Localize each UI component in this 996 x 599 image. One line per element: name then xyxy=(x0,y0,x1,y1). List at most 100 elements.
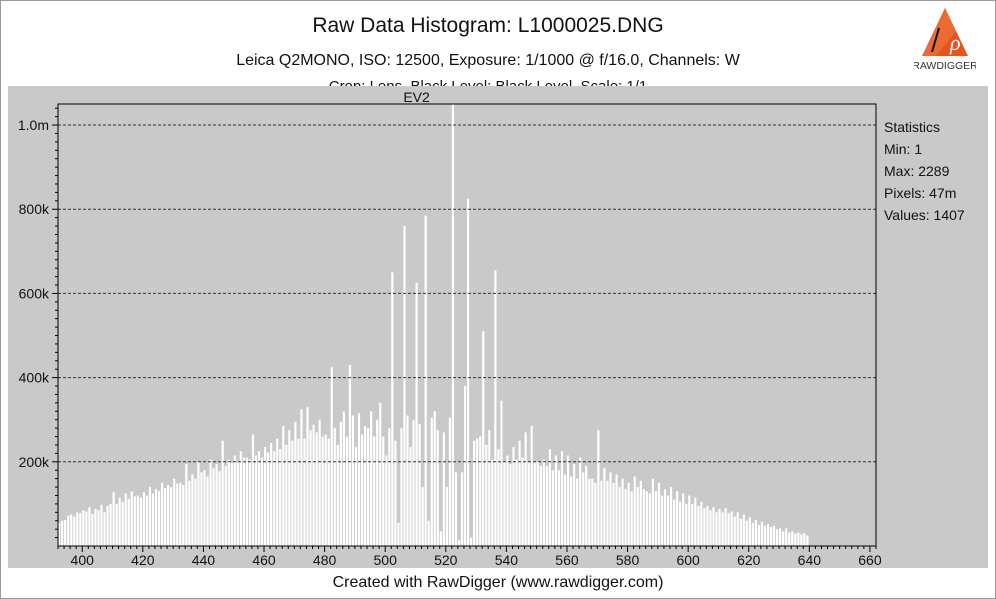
histogram-bar xyxy=(715,512,718,546)
histogram-bar xyxy=(669,487,673,546)
histogram-bar xyxy=(654,491,658,546)
histogram-bar xyxy=(769,527,773,546)
histogram-bar xyxy=(800,534,803,546)
histogram-bar xyxy=(739,518,742,546)
histogram-bar xyxy=(436,430,439,546)
x-tick-label: 520 xyxy=(434,552,458,568)
histogram-bar xyxy=(321,436,324,546)
histogram-bar xyxy=(124,493,127,546)
histogram-bar xyxy=(106,506,109,546)
histogram-bar xyxy=(203,470,206,546)
histogram-bar xyxy=(603,468,606,546)
histogram-bar xyxy=(388,428,391,546)
histogram-bar xyxy=(376,419,379,546)
histogram-bar xyxy=(127,498,130,546)
histogram-bar xyxy=(606,480,609,546)
histogram-bar xyxy=(579,457,582,546)
x-tick-label: 660 xyxy=(858,552,882,568)
histogram-bar xyxy=(100,504,103,546)
histogram-bar xyxy=(470,537,473,546)
histogram-bar xyxy=(467,198,470,546)
y-tick-label: 600k xyxy=(19,285,50,301)
histogram-bar xyxy=(254,455,258,546)
histogram-bar xyxy=(651,478,654,546)
x-tick-label: 640 xyxy=(798,552,822,568)
histogram-bar xyxy=(624,489,627,546)
histogram-bar xyxy=(612,482,615,546)
histogram-bar xyxy=(373,436,376,546)
histogram-bar xyxy=(336,444,339,546)
ev-marker-label: EV2 xyxy=(403,89,430,105)
histogram-bar xyxy=(157,491,161,546)
histogram-bar xyxy=(724,508,727,546)
histogram-bar xyxy=(273,451,276,546)
histogram-bar xyxy=(721,512,724,546)
histogram-bar xyxy=(621,478,624,546)
histogram-bar xyxy=(218,471,221,546)
histogram-bar xyxy=(161,482,164,546)
histogram-bar xyxy=(227,459,230,546)
histogram-bar xyxy=(451,104,455,546)
x-tick-label: 580 xyxy=(616,552,640,568)
histogram-bar xyxy=(67,515,70,546)
chart-subtitle: Leica Q2MONO, ISO: 12500, Exposure: 1/10… xyxy=(236,52,740,69)
histogram-bar xyxy=(209,459,212,546)
histogram-bar xyxy=(685,503,688,546)
histogram-bar xyxy=(445,487,448,546)
histogram-bar xyxy=(694,497,697,546)
histogram-bar xyxy=(303,438,306,546)
histogram-bar xyxy=(460,472,464,546)
histogram-bar xyxy=(679,501,682,546)
chart-subtitle-secondary: Crop: Lens, Black Level: Black Level, Sc… xyxy=(0,80,976,88)
statistics-heading: Statistics xyxy=(884,119,941,135)
histogram-bar xyxy=(370,411,373,546)
histogram-bar xyxy=(660,495,664,546)
histogram-bar xyxy=(642,489,645,546)
histogram-bar xyxy=(594,482,597,546)
histogram-bar xyxy=(776,529,779,546)
histogram-bar xyxy=(136,495,139,546)
histogram-bar xyxy=(673,499,676,546)
histogram-bar xyxy=(639,480,642,546)
x-tick-label: 500 xyxy=(374,552,398,568)
histogram-bar xyxy=(597,430,600,546)
histogram-bar xyxy=(64,519,67,546)
histogram-bar xyxy=(500,400,503,546)
histogram-bar xyxy=(779,528,782,546)
histogram-bar xyxy=(121,501,124,546)
histogram-bar xyxy=(539,466,542,546)
y-tick-label: 1.0m xyxy=(18,117,49,133)
histogram-bar xyxy=(230,462,233,546)
histogram-bar xyxy=(760,521,764,546)
histogram-bar xyxy=(488,430,491,546)
x-tick-label: 600 xyxy=(676,552,700,568)
histogram-bar xyxy=(233,455,236,546)
histogram-bar xyxy=(391,272,394,546)
histogram-bar xyxy=(554,455,558,546)
histogram-bar xyxy=(473,440,476,546)
histogram-bar xyxy=(424,215,427,547)
x-tick-label: 560 xyxy=(555,552,579,568)
histogram-bar xyxy=(709,510,712,546)
histogram-bar xyxy=(573,463,576,546)
histogram-bar xyxy=(688,495,691,546)
histogram-bar xyxy=(676,491,679,546)
histogram-bar xyxy=(70,514,73,546)
histogram-bar xyxy=(730,511,733,546)
histogram-bar xyxy=(318,419,321,546)
chart-subtitle-secondary-text: Crop: Lens, Black Level: Black Level, Sc… xyxy=(329,80,648,88)
histogram-bar xyxy=(791,531,794,546)
x-tick-label: 540 xyxy=(495,552,519,568)
histogram-bar xyxy=(330,367,333,546)
histogram-bar xyxy=(148,487,152,546)
histogram-bar xyxy=(427,520,430,546)
histogram-bar xyxy=(324,434,327,546)
histogram-bar xyxy=(276,438,279,546)
histogram-bar xyxy=(260,457,264,546)
histogram-bar xyxy=(173,478,176,546)
histogram-bar xyxy=(164,487,167,546)
histogram-bar xyxy=(433,411,436,546)
histogram-bar xyxy=(542,459,545,546)
histogram-bar xyxy=(736,512,739,546)
